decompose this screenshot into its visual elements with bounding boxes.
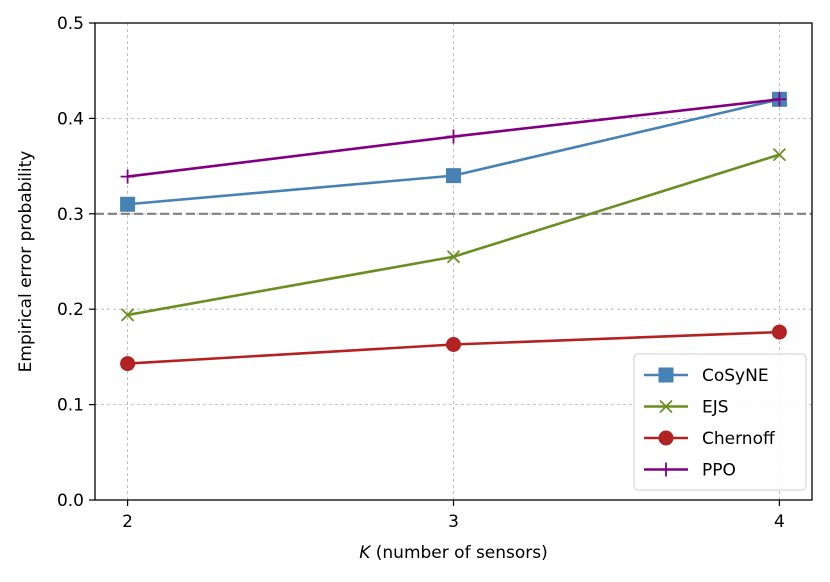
y-axis-ticks: 0.0 0.1 0.2 0.3 0.4 0.5: [57, 14, 95, 511]
data-point-ejs-stroke: [772, 148, 787, 162]
series-group: [120, 91, 787, 372]
legend-marker-ejs: [659, 399, 673, 414]
legend-marker-ejs-stroke: [659, 399, 673, 414]
x-axis-ticks: 2 3 4: [122, 500, 785, 532]
data-point-ppo: [446, 129, 461, 144]
y-tick-label: 0.0: [57, 491, 84, 511]
data-point-cosyne: [446, 168, 461, 184]
data-point-ejs-stroke: [120, 308, 135, 322]
series-ppo: [120, 92, 787, 184]
legend-box: [633, 353, 807, 491]
data-point-chernoff: [771, 324, 787, 340]
data-point-ppo: [772, 92, 787, 107]
x-tick-label: 3: [448, 512, 459, 532]
y-tick-label: 0.1: [57, 396, 84, 416]
data-point-chernoff: [446, 336, 461, 352]
legend-entry-ppo: PPO: [644, 461, 736, 481]
x-axis-label-variable: K: [359, 543, 372, 563]
y-tick-label: 0.4: [57, 109, 84, 129]
y-tick-label: 0.2: [57, 300, 84, 320]
x-tick-label: 4: [774, 512, 785, 532]
series-ejs: [120, 148, 787, 322]
legend-marker-chernoff: [658, 430, 674, 446]
data-point-ejs: [772, 148, 787, 162]
data-point-ppo: [120, 169, 135, 184]
data-point-ejs-stroke: [446, 250, 461, 264]
legend-entry-chernoff: Chernoff: [644, 429, 776, 449]
series-chernoff: [120, 324, 787, 372]
y-tick-label: 0.5: [57, 14, 84, 34]
legend-label-cosyne: CoSyNE: [702, 366, 769, 386]
legend-marker-cosyne: [658, 367, 674, 383]
legend-label-ppo: PPO: [702, 461, 736, 481]
legend-marker-ppo: [659, 462, 673, 477]
legend-label-ejs: EJS: [702, 398, 729, 418]
y-tick-label: 0.3: [57, 205, 84, 225]
data-point-ejs: [120, 308, 135, 322]
x-tick-label: 2: [122, 512, 133, 532]
data-point-ejs: [446, 250, 461, 264]
legend-entry-cosyne: CoSyNE: [644, 366, 769, 386]
legend-entry-ejs: EJS: [644, 398, 729, 418]
data-point-cosyne: [120, 196, 136, 212]
x-axis-label: K (number of sensors): [359, 543, 548, 563]
data-point-chernoff: [120, 356, 136, 372]
y-axis-label: Empirical error probability: [16, 151, 36, 373]
legend: CoSyNE EJS Chernoff PPO: [633, 353, 807, 491]
legend-label-chernoff: Chernoff: [702, 429, 776, 449]
x-axis-label-text: (number of sensors): [370, 543, 547, 563]
